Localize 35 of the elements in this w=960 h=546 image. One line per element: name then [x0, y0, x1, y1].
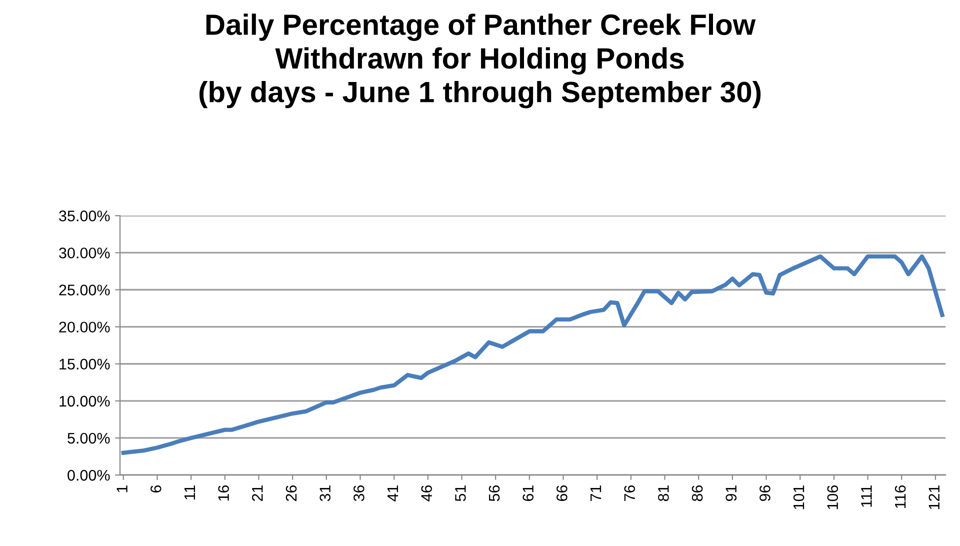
x-tick-label: 1	[116, 485, 128, 492]
x-tick-label: 81	[658, 485, 669, 502]
x-tick-label: 21	[252, 485, 263, 501]
x-tick-label: 46	[421, 485, 432, 502]
x-tick-label: 76	[624, 485, 636, 501]
x-tick-label: 61	[522, 485, 534, 501]
y-tick-label: 10.00%	[60, 396, 110, 407]
y-tick-label: 20.00%	[59, 322, 110, 333]
x-tick-label: 116	[894, 485, 906, 508]
x-tick-label: 121	[928, 485, 940, 510]
x-tick-label: 71	[590, 485, 602, 501]
y-tick-label: 25.00%	[59, 284, 110, 296]
x-tick-label: 31	[320, 485, 330, 502]
x-tick-label: 11	[184, 485, 196, 500]
x-tick-label: 41	[388, 485, 398, 502]
y-tick-label: 35.00%	[59, 210, 110, 222]
y-tick-label: 15.00%	[60, 358, 110, 370]
x-tick-label: 91	[726, 485, 737, 502]
x-tick-label: 16	[218, 485, 229, 501]
x-tick-label: 96	[760, 485, 770, 502]
y-tick-label: 30.00%	[59, 248, 110, 258]
line-series	[121, 254, 944, 455]
x-tick-label: 106	[827, 485, 838, 510]
chart-title: Daily Percentage of Panther Creek Flow Withdrawn for Holding Ponds (by days - June 1 through September 30)	[199, 14, 761, 108]
x-tick-label: 111	[861, 485, 872, 507]
x-tick-label: 36	[354, 485, 364, 502]
y-tick-label: 5.00%	[68, 432, 110, 444]
y-tick-label: 0.00%	[68, 470, 110, 481]
x-tick-label: 26	[286, 485, 297, 501]
x-tick-label: 51	[455, 485, 466, 502]
x-tick-label: 6	[150, 485, 162, 492]
x-tick-label: 86	[692, 485, 703, 502]
x-tick-label: 56	[488, 485, 500, 502]
x-tick-label: 101	[793, 485, 804, 510]
x-tick-label: 66	[556, 485, 568, 501]
